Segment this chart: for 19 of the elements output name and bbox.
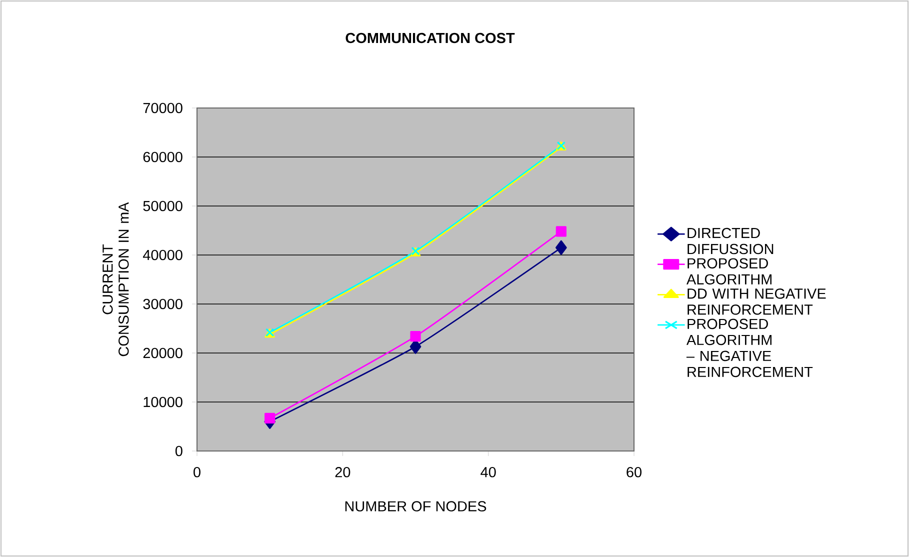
y-tick-label: 70000 — [143, 102, 182, 114]
legend-label: PROPOSED ALGORITHM — [686, 258, 772, 284]
y-tick-label: 40000 — [142, 250, 182, 260]
x-tick-label: 0 — [194, 467, 200, 478]
y-tick-label: 20000 — [143, 348, 182, 358]
x-tick-label: 20 — [335, 467, 350, 478]
x-tick-label: 60 — [626, 467, 642, 478]
y-tick-label: 30000 — [143, 298, 182, 310]
y-axis-title: CURRENT CONSUMPTION IN mA — [102, 202, 129, 356]
y-tick-label: 60000 — [143, 152, 182, 162]
x-tick-label: 40 — [480, 467, 496, 478]
x-axis-title: NUMBER OF NODES — [345, 501, 486, 512]
chart-title: COMMUNICATION COST — [346, 32, 515, 44]
y-tick-label: 0 — [175, 446, 182, 456]
y-tick-label: 50000 — [143, 200, 182, 212]
y-tick-label: 10000 — [144, 396, 182, 408]
legend-label: DD WITH NEGATIVE REINFORCEMENT — [688, 288, 826, 315]
legend-label: PROPOSED ALGORITHM – NEGATIVE REINFORCEMENT — [686, 318, 813, 378]
legend-label: DIRECTED DIFFUSSION — [688, 228, 774, 254]
